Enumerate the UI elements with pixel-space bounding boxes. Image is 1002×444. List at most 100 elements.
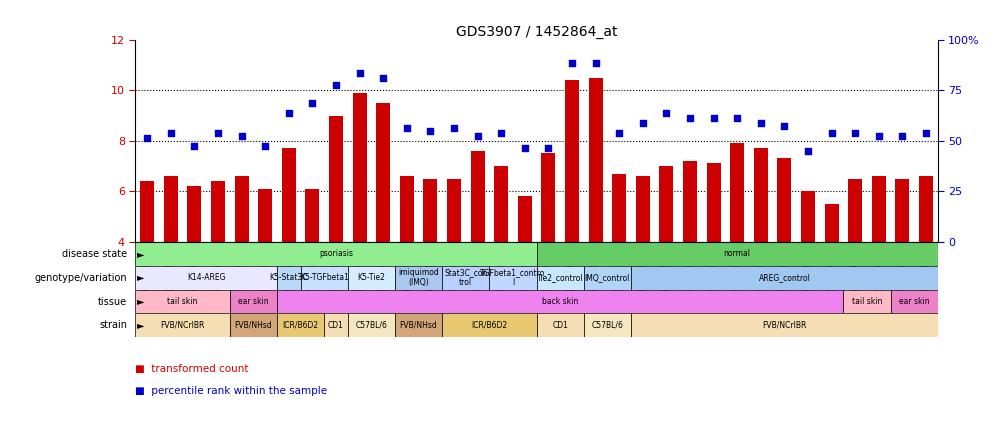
Bar — [801, 191, 815, 242]
Bar — [442, 313, 536, 337]
Point — [870, 132, 886, 139]
Bar — [489, 266, 536, 289]
Point — [917, 130, 933, 137]
Bar — [541, 154, 555, 242]
Bar — [630, 313, 937, 337]
Bar — [536, 242, 937, 266]
Bar — [135, 242, 536, 266]
Text: FVB/NCrIBR: FVB/NCrIBR — [160, 321, 204, 330]
Bar — [229, 313, 277, 337]
Bar — [395, 313, 442, 337]
Bar — [890, 289, 937, 313]
Text: tail skin: tail skin — [851, 297, 882, 306]
Bar — [400, 176, 414, 242]
Bar — [135, 266, 277, 289]
Point — [375, 74, 391, 81]
Bar — [442, 266, 489, 289]
Bar — [423, 178, 437, 242]
Point — [399, 125, 415, 132]
Text: C57BL/6: C57BL/6 — [591, 321, 622, 330]
Point — [563, 59, 579, 66]
Point — [657, 110, 673, 117]
Text: ear skin: ear skin — [898, 297, 929, 306]
Text: CD1: CD1 — [552, 321, 567, 330]
Point — [894, 132, 910, 139]
Bar — [210, 181, 224, 242]
Bar — [682, 161, 696, 242]
Bar — [301, 266, 348, 289]
Bar — [564, 80, 578, 242]
Text: K14-AREG: K14-AREG — [186, 273, 225, 282]
Bar — [494, 166, 508, 242]
Bar — [753, 148, 768, 242]
Bar — [282, 148, 296, 242]
Point — [493, 130, 509, 137]
Bar — [324, 313, 348, 337]
Point — [139, 135, 155, 142]
Text: ►: ► — [137, 249, 144, 258]
Point — [446, 125, 462, 132]
Point — [540, 145, 556, 152]
Text: normal: normal — [723, 249, 749, 258]
Bar — [611, 174, 625, 242]
Bar — [895, 178, 909, 242]
Text: FVB/NHsd: FVB/NHsd — [400, 321, 437, 330]
Bar — [187, 186, 201, 242]
Point — [257, 142, 273, 149]
Text: K5-TGFbeta1: K5-TGFbeta1 — [300, 273, 349, 282]
Bar — [843, 289, 890, 313]
Bar — [277, 289, 843, 313]
Point — [281, 110, 297, 117]
Point — [162, 130, 178, 137]
Bar — [536, 266, 583, 289]
Text: disease state: disease state — [62, 249, 127, 258]
Point — [186, 142, 202, 149]
Text: TGFbeta1_contro
l: TGFbeta1_contro l — [480, 268, 545, 287]
Point — [823, 130, 839, 137]
Point — [328, 82, 344, 89]
Point — [704, 115, 720, 122]
Bar — [234, 176, 248, 242]
Bar — [517, 196, 531, 242]
Text: ear skin: ear skin — [237, 297, 269, 306]
Point — [610, 130, 626, 137]
Bar — [258, 189, 272, 242]
Text: ICR/B6D2: ICR/B6D2 — [283, 321, 319, 330]
Bar — [277, 266, 301, 289]
Text: ICR/B6D2: ICR/B6D2 — [471, 321, 507, 330]
Point — [233, 132, 249, 139]
Text: tissue: tissue — [98, 297, 127, 306]
Point — [634, 119, 650, 127]
Bar — [348, 266, 395, 289]
Bar — [135, 313, 229, 337]
Bar — [470, 151, 484, 242]
Bar — [376, 103, 390, 242]
Text: ■  percentile rank within the sample: ■ percentile rank within the sample — [135, 386, 328, 396]
Text: FVB/NHsd: FVB/NHsd — [234, 321, 272, 330]
Bar — [583, 313, 630, 337]
Bar — [583, 266, 630, 289]
Text: genotype/variation: genotype/variation — [35, 273, 127, 282]
Point — [422, 127, 438, 134]
Point — [681, 115, 697, 122]
Bar — [229, 289, 277, 313]
Text: Tie2_control: Tie2_control — [536, 273, 583, 282]
Bar — [163, 176, 177, 242]
Text: imiquimod
(IMQ): imiquimod (IMQ) — [398, 268, 439, 287]
Text: strain: strain — [99, 321, 127, 330]
Bar — [918, 176, 932, 242]
Point — [304, 99, 320, 107]
Text: IMQ_control: IMQ_control — [584, 273, 629, 282]
Point — [516, 145, 532, 152]
Bar — [536, 313, 583, 337]
Text: K5-Tie2: K5-Tie2 — [357, 273, 385, 282]
Text: K5-Stat3C: K5-Stat3C — [270, 273, 308, 282]
Text: AREG_control: AREG_control — [758, 273, 810, 282]
Point — [800, 147, 816, 155]
Text: FVB/NCrIBR: FVB/NCrIBR — [762, 321, 806, 330]
Point — [776, 122, 792, 129]
Bar — [588, 78, 602, 242]
Bar — [658, 166, 672, 242]
Text: ►: ► — [137, 297, 144, 306]
Point — [728, 115, 744, 122]
